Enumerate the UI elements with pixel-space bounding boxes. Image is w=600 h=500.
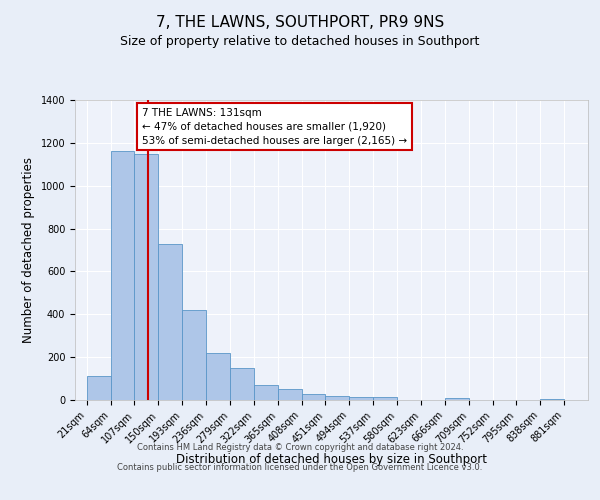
Bar bbox=[158, 244, 182, 400]
Text: Contains HM Land Registry data © Crown copyright and database right 2024.: Contains HM Land Registry data © Crown c… bbox=[137, 443, 463, 452]
Bar bbox=[182, 310, 206, 400]
Bar bbox=[206, 353, 230, 400]
X-axis label: Distribution of detached houses by size in Southport: Distribution of detached houses by size … bbox=[176, 453, 487, 466]
Text: Size of property relative to detached houses in Southport: Size of property relative to detached ho… bbox=[121, 34, 479, 48]
Bar bbox=[302, 394, 325, 400]
Y-axis label: Number of detached properties: Number of detached properties bbox=[22, 157, 35, 343]
Text: Contains public sector information licensed under the Open Government Licence v3: Contains public sector information licen… bbox=[118, 463, 482, 472]
Bar bbox=[278, 390, 302, 400]
Text: 7, THE LAWNS, SOUTHPORT, PR9 9NS: 7, THE LAWNS, SOUTHPORT, PR9 9NS bbox=[156, 15, 444, 30]
Bar bbox=[445, 398, 469, 400]
Bar bbox=[325, 396, 349, 400]
Bar bbox=[110, 152, 134, 400]
Bar bbox=[230, 368, 254, 400]
Bar bbox=[540, 399, 564, 400]
Bar bbox=[349, 397, 373, 400]
Bar bbox=[373, 397, 397, 400]
Bar bbox=[134, 154, 158, 400]
Bar bbox=[86, 376, 110, 400]
Bar bbox=[254, 385, 278, 400]
Text: 7 THE LAWNS: 131sqm
← 47% of detached houses are smaller (1,920)
53% of semi-det: 7 THE LAWNS: 131sqm ← 47% of detached ho… bbox=[142, 108, 407, 146]
